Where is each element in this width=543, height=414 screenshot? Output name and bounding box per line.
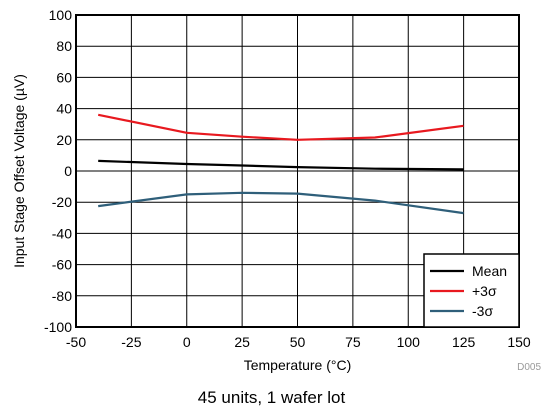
- x-axis-label: Temperature (°C): [244, 357, 352, 373]
- x-tick-label: 50: [290, 334, 306, 350]
- y-tick-label: -100: [44, 319, 72, 335]
- series-line: [98, 191, 464, 215]
- y-tick-label: 100: [49, 7, 73, 23]
- x-tick-label: 25: [234, 334, 250, 350]
- y-tick-label: -40: [52, 225, 72, 241]
- series-line: [97, 113, 464, 141]
- legend-label: -3σ: [472, 303, 493, 319]
- y-tick-label: 80: [56, 38, 72, 54]
- legend: Mean +3σ -3σ: [423, 253, 520, 328]
- grid-lines: [75, 14, 520, 328]
- y-axis-label: Input Stage Offset Voltage (µV): [11, 74, 27, 268]
- x-tick-label: -50: [66, 334, 86, 350]
- y-tick-label: 60: [56, 69, 72, 85]
- series-line: [98, 159, 464, 171]
- y-tick-label: -20: [52, 194, 72, 210]
- y-tick-label: 0: [64, 163, 72, 179]
- x-tick-label: 100: [397, 334, 421, 350]
- x-tick-label: 125: [452, 334, 476, 350]
- plot-frame: [75, 14, 520, 328]
- y-tick-label: 20: [56, 132, 72, 148]
- legend-label: Mean: [472, 263, 507, 279]
- x-tick-label: 0: [183, 334, 191, 350]
- x-tick-label: -25: [121, 334, 141, 350]
- y-tick-label: -80: [52, 288, 72, 304]
- chart-id-label: D005: [517, 362, 541, 373]
- x-tick-label: 75: [345, 334, 361, 350]
- series-lines: [97, 113, 464, 215]
- chart-caption: 45 units, 1 wafer lot: [197, 388, 346, 407]
- y-tick-label: 40: [56, 101, 72, 117]
- y-tick-label: -60: [52, 257, 72, 273]
- tick-labels: -50 -25 0 25 50 75 100 125 150 -100 -80 -60 -40 -20 0 2…: [44, 7, 531, 350]
- legend-label: +3σ: [472, 283, 497, 299]
- x-tick-label: 150: [507, 334, 531, 350]
